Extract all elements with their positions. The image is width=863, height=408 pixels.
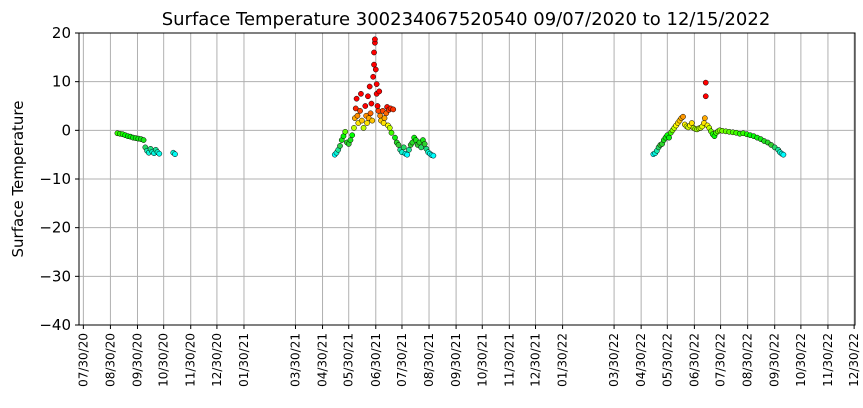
data-point: [406, 146, 412, 153]
x-tick-label: 03/30/22: [607, 333, 621, 387]
x-tick-label: 09/30/20: [130, 333, 144, 387]
data-point: [688, 120, 695, 126]
data-point: [362, 103, 369, 109]
data-point: [702, 93, 709, 100]
data-point: [392, 134, 398, 141]
x-tick-label: 07/30/22: [714, 333, 728, 387]
data-point: [404, 151, 411, 158]
y-tick-label: −30: [39, 267, 71, 285]
x-tick-label: 07/30/20: [76, 333, 90, 387]
data-point: [351, 125, 357, 131]
data-point: [358, 117, 365, 124]
x-tick-label: 09/30/22: [768, 333, 782, 387]
x-axis-ticks: 07/30/20 08/30/20 09/30/20 10/30/20 11/30/20…: [76, 325, 861, 387]
data-point: [347, 137, 354, 143]
data-point: [368, 100, 375, 107]
data-point: [390, 106, 397, 113]
data-point: [374, 103, 381, 109]
x-tick-label: 12/30/22: [847, 333, 861, 387]
data-point: [386, 125, 393, 131]
y-tick-label: 10: [52, 73, 71, 91]
data-point: [352, 105, 359, 112]
data-point: [140, 137, 147, 143]
data-point: [400, 144, 407, 151]
data-point: [172, 151, 178, 158]
data-point: [366, 83, 373, 90]
x-tick-label: 07/30/21: [395, 333, 409, 387]
data-point: [353, 95, 360, 102]
x-tick-label: 12/30/20: [210, 333, 224, 387]
data-point: [388, 129, 395, 136]
y-tick-label: −20: [39, 219, 71, 237]
data-point: [372, 66, 379, 73]
data-point: [349, 132, 356, 139]
y-axis-ticks: 20 10 0 −10 −20 −30 −40: [39, 24, 79, 334]
data-point: [418, 144, 425, 151]
data-point: [342, 128, 349, 135]
data-point: [357, 108, 363, 114]
y-axis-label: Surface Temperature: [9, 101, 27, 258]
data-point: [337, 143, 343, 149]
x-tick-label: 09/30/21: [449, 333, 463, 387]
data-point: [364, 120, 370, 126]
x-tick-label: 06/30/21: [369, 333, 383, 387]
y-tick-label: −10: [39, 170, 71, 188]
x-tick-label: 11/30/21: [502, 333, 516, 387]
x-tick-label: 01/30/22: [556, 333, 570, 387]
x-tick-label: 04/30/22: [634, 333, 648, 387]
data-point: [371, 61, 377, 68]
x-tick-label: 08/30/20: [103, 333, 117, 387]
x-tick-label: 08/30/21: [422, 333, 436, 387]
x-tick-label: 05/30/21: [342, 333, 356, 387]
x-tick-label: 10/30/20: [157, 333, 171, 387]
data-point: [358, 90, 364, 97]
data-point: [666, 134, 672, 141]
data-point: [780, 151, 787, 158]
data-point: [156, 150, 163, 157]
data-point: [372, 36, 378, 43]
y-tick-label: 20: [52, 24, 71, 42]
data-point: [370, 73, 377, 80]
data-point: [369, 117, 376, 124]
data-point: [702, 79, 709, 86]
data-point: [367, 110, 374, 117]
data-point: [360, 125, 367, 131]
data-point: [373, 81, 380, 87]
x-tick-label: 10/30/21: [475, 333, 489, 387]
x-tick-label: 05/30/22: [660, 333, 674, 387]
x-tick-label: 03/30/21: [288, 333, 302, 387]
x-tick-label: 11/30/20: [184, 333, 198, 387]
data-point: [395, 142, 402, 148]
data-point: [365, 93, 371, 100]
data-point: [371, 49, 377, 56]
data-point: [376, 88, 383, 95]
data-points: [114, 36, 787, 159]
x-tick-label: 11/30/22: [821, 333, 835, 387]
x-tick-label: 08/30/22: [741, 333, 755, 387]
grid-lines: [79, 32, 855, 326]
data-point: [702, 115, 708, 122]
data-point: [430, 152, 437, 159]
y-tick-label: 0: [61, 121, 71, 139]
data-point: [680, 113, 686, 120]
data-point: [421, 141, 428, 147]
data-point: [381, 115, 388, 122]
data-point: [354, 112, 361, 119]
x-tick-label: 12/30/21: [529, 333, 543, 387]
x-tick-label: 01/30/21: [237, 333, 251, 387]
chart-title: Surface Temperature 300234067520540 09/0…: [162, 9, 771, 30]
x-tick-label: 10/30/22: [794, 333, 808, 387]
x-tick-label: 06/30/22: [687, 333, 701, 387]
y-tick-label: −40: [39, 316, 71, 334]
x-tick-label: 04/30/21: [316, 333, 330, 387]
